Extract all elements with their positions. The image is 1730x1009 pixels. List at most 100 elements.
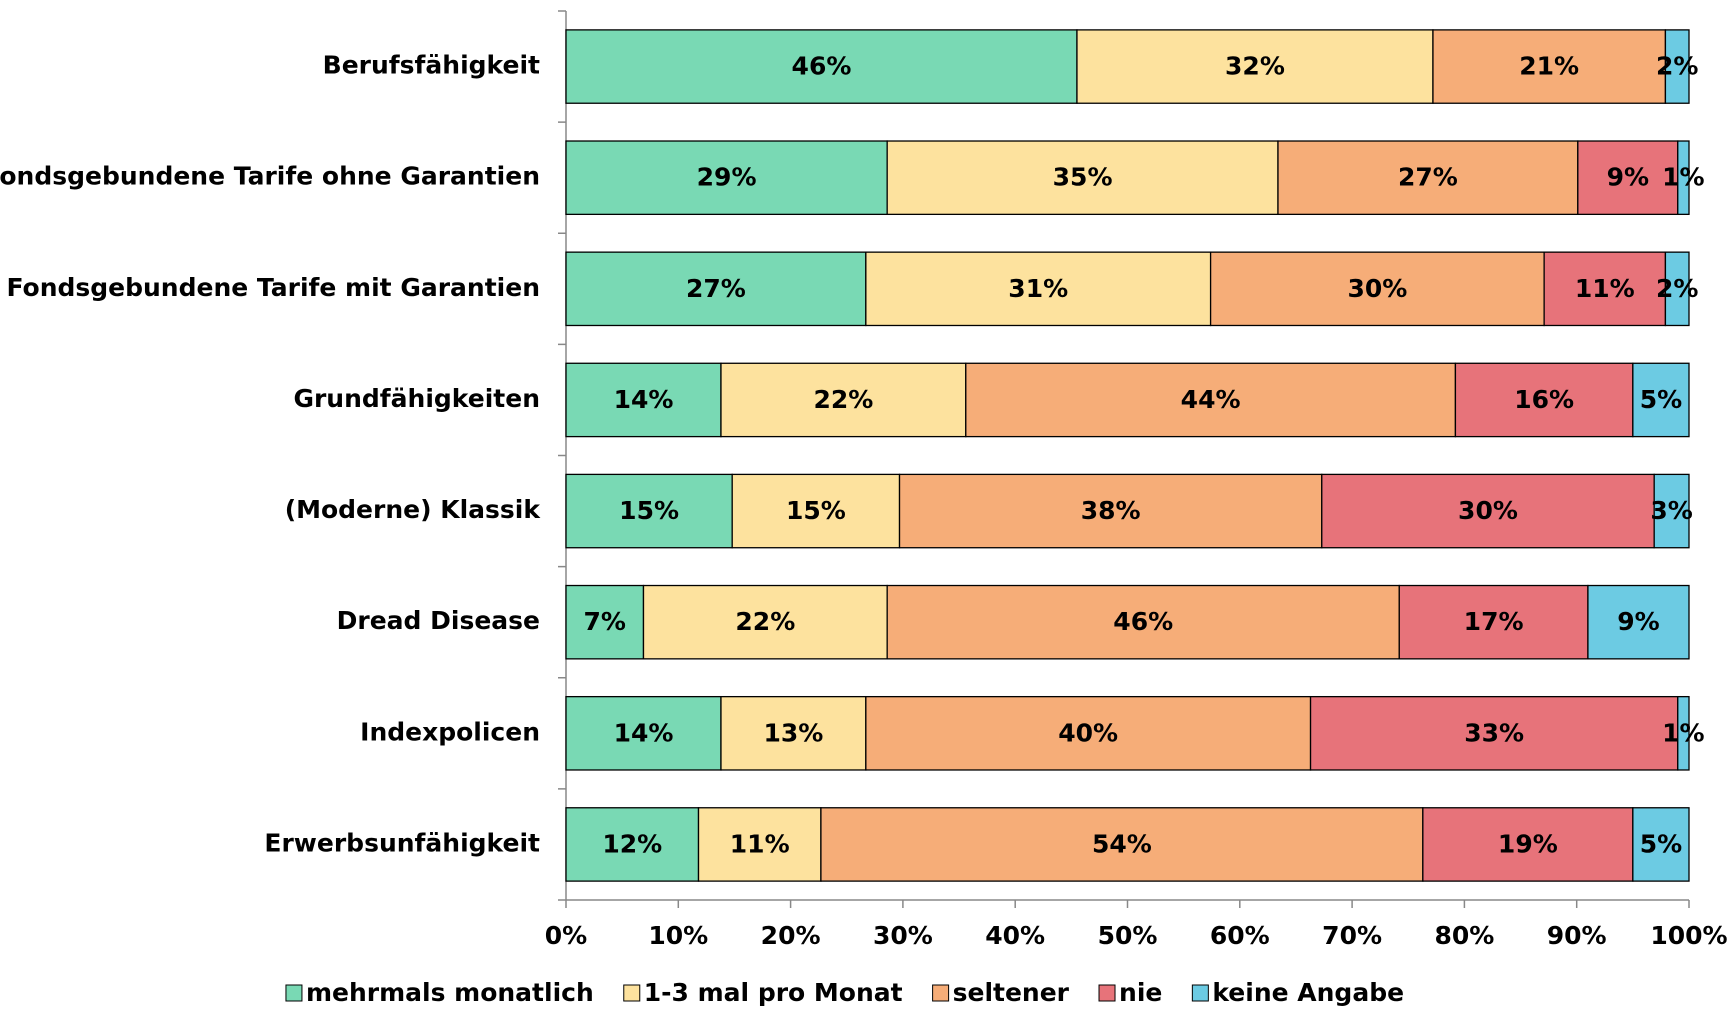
bar-segment xyxy=(642,584,888,660)
bar-segment xyxy=(731,473,901,549)
bar-segment xyxy=(820,807,1424,882)
data-label: 30% xyxy=(1458,496,1518,525)
bar-segment xyxy=(1664,251,1690,327)
data-label: 3% xyxy=(1650,496,1692,525)
bar-segment xyxy=(565,473,733,549)
bar-segment xyxy=(1321,473,1655,549)
bar-segment xyxy=(565,362,722,438)
bar-segment xyxy=(1209,251,1545,327)
x-tick-label: 80% xyxy=(1434,921,1494,950)
bar-segment xyxy=(565,807,700,882)
bar-segment xyxy=(1432,29,1667,104)
x-tick-label: 60% xyxy=(1210,921,1270,950)
data-label: 44% xyxy=(1181,385,1241,414)
x-tick-label: 100% xyxy=(1650,921,1727,950)
bar-segment xyxy=(565,140,888,216)
data-label: 19% xyxy=(1498,829,1558,858)
y-tick-label: Erwerbsunfähigkeit xyxy=(264,828,540,857)
y-tick-label: Dread Disease xyxy=(337,606,540,635)
data-label: 22% xyxy=(735,607,795,636)
bar-segment xyxy=(1653,473,1690,549)
data-label: 1% xyxy=(1662,163,1704,192)
bar-segment xyxy=(865,251,1212,327)
data-label: 21% xyxy=(1519,52,1579,81)
bar-segment xyxy=(886,584,1400,660)
bar-segment xyxy=(720,695,867,771)
data-label: 5% xyxy=(1640,829,1682,858)
data-label: 29% xyxy=(697,163,757,192)
data-label: 12% xyxy=(602,829,662,858)
bar-segment xyxy=(1309,695,1679,771)
data-label: 9% xyxy=(1607,163,1649,192)
data-label: 5% xyxy=(1640,385,1682,414)
bar-segment xyxy=(565,251,867,327)
data-label: 27% xyxy=(686,274,746,303)
bar-segment xyxy=(1632,362,1690,438)
bar-segment xyxy=(1577,140,1679,216)
y-tick-label: Fondsgebundene Tarife ohne Garantien xyxy=(0,162,540,191)
data-label: 15% xyxy=(619,496,679,525)
data-label: 46% xyxy=(792,52,852,81)
bar-segment xyxy=(1398,584,1589,660)
data-label: 11% xyxy=(730,829,790,858)
data-label: 38% xyxy=(1081,496,1141,525)
data-label: 15% xyxy=(786,496,846,525)
bar-segment xyxy=(565,584,645,660)
bar-segment xyxy=(965,362,1457,438)
data-label: 30% xyxy=(1347,274,1407,303)
bar-segment xyxy=(1543,251,1667,327)
data-label: 17% xyxy=(1464,607,1524,636)
bar-segment xyxy=(1677,140,1690,216)
bar-segment xyxy=(1677,695,1690,771)
x-tick-label: 90% xyxy=(1547,921,1607,950)
x-tick-label: 10% xyxy=(648,921,708,950)
data-label: 46% xyxy=(1113,607,1173,636)
legend-swatch xyxy=(1098,984,1116,1002)
legend-swatch xyxy=(1191,984,1209,1002)
y-tick-label: Grundfähigkeiten xyxy=(293,384,540,413)
bar-segment xyxy=(1277,140,1579,216)
bar-segment xyxy=(1587,584,1690,660)
data-label: 40% xyxy=(1058,718,1118,747)
x-tick-label: 70% xyxy=(1322,921,1382,950)
data-label: 11% xyxy=(1575,274,1635,303)
data-label: 1% xyxy=(1662,718,1704,747)
data-label: 33% xyxy=(1464,718,1524,747)
bar-segment xyxy=(1454,362,1634,438)
data-label: 2% xyxy=(1656,52,1698,81)
legend-swatch xyxy=(623,984,641,1002)
bar-segment xyxy=(898,473,1323,549)
legend-label: nie xyxy=(1119,978,1162,1007)
legend-label: seltener xyxy=(953,978,1070,1007)
data-label: 9% xyxy=(1617,607,1659,636)
bar-segment xyxy=(865,695,1312,771)
data-label: 32% xyxy=(1225,52,1285,81)
y-tick-label: (Moderne) Klassik xyxy=(285,495,542,524)
x-tick-label: 30% xyxy=(873,921,933,950)
x-tick-label: 0% xyxy=(545,921,587,950)
legend-swatch xyxy=(932,984,950,1002)
y-tick-label: Indexpolicen xyxy=(360,717,540,746)
data-label: 35% xyxy=(1053,163,1113,192)
data-label: 7% xyxy=(584,607,626,636)
data-label: 2% xyxy=(1656,274,1698,303)
x-tick-label: 50% xyxy=(1098,921,1158,950)
data-label: 14% xyxy=(614,385,674,414)
y-tick-label: Berufsfähigkeit xyxy=(323,51,540,80)
data-label: 27% xyxy=(1398,163,1458,192)
legend-swatch xyxy=(285,984,303,1002)
bar-segment xyxy=(1632,807,1690,882)
bar-segment xyxy=(1664,29,1690,104)
x-tick-label: 40% xyxy=(985,921,1045,950)
data-label: 16% xyxy=(1514,385,1574,414)
bar-segment xyxy=(1076,29,1434,104)
data-label: 31% xyxy=(1008,274,1068,303)
bar-segment xyxy=(886,140,1279,216)
data-label: 14% xyxy=(614,718,674,747)
legend-label: keine Angabe xyxy=(1212,978,1404,1007)
bar-segment xyxy=(720,362,967,438)
data-label: 54% xyxy=(1092,829,1152,858)
legend-label: 1-3 mal pro Monat xyxy=(644,978,903,1007)
bar-segment xyxy=(565,695,722,771)
x-tick-label: 20% xyxy=(761,921,821,950)
